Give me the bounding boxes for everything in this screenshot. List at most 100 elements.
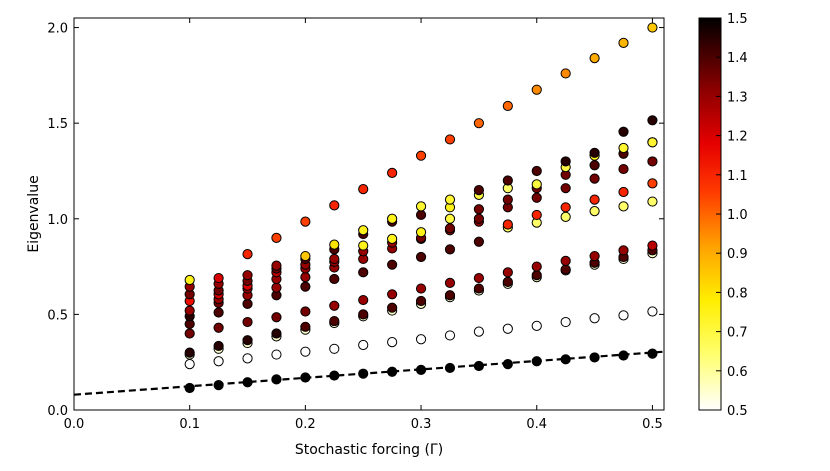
data-point [329,239,340,250]
data-point [387,366,398,377]
data-point [444,290,456,301]
data-point [589,53,600,64]
data-point [531,192,542,203]
colorbar-tick-label: 0.8 [727,286,748,301]
data-point [647,306,658,317]
data-point [358,294,369,306]
data-point [444,213,456,224]
x-axis-label: Stochastic forcing (Γ) [295,442,443,458]
data-point [618,37,629,48]
y-tick-label: 0.5 [47,308,68,323]
data-point [502,323,513,334]
data-point [415,150,427,161]
data-point [271,374,282,385]
colorbar-tick-label: 0.9 [727,247,748,262]
data-point [329,253,340,265]
data-point [300,281,311,292]
y-axis-label: Eigenvalue [26,175,42,252]
data-point [387,233,398,244]
data-point [444,277,456,288]
data-point [300,216,311,227]
data-point [271,328,282,339]
data-point [560,264,571,275]
data-point [358,267,369,278]
colorbar-tick-label: 0.5 [727,404,748,419]
data-point [387,213,398,224]
data-point [647,178,658,189]
data-point [387,337,398,348]
data-point [242,335,253,346]
data-point [502,175,513,186]
data-point [213,272,224,284]
x-tick-label: 0.4 [526,417,547,432]
data-point [618,142,629,154]
data-point [647,240,658,251]
data-point [444,330,456,341]
data-point [560,211,571,222]
data-point [300,346,311,357]
data-point [184,347,195,358]
data-point [329,343,340,354]
data-point [531,261,542,272]
y-tick-label: 0.0 [47,404,68,419]
data-point [589,160,600,171]
colorbar-tick-label: 1.5 [727,12,748,27]
data-point [415,334,427,345]
colorbar-tick-label: 0.7 [727,326,748,341]
data-point [415,364,427,375]
data-point [473,213,485,224]
y-tick-label: 1.5 [47,117,68,132]
data-point [647,22,658,33]
colorbar-tick-label: 1.2 [727,130,748,145]
data-point [618,310,629,321]
data-point [300,250,311,262]
colorbar-tick-label: 0.6 [727,365,748,380]
data-point [502,194,513,205]
data-point [415,283,427,294]
data-point [560,316,571,328]
data-point [300,306,311,317]
data-point [300,372,311,383]
data-point [329,273,340,285]
data-point [387,289,398,300]
data-point [415,201,427,212]
data-point [213,307,224,318]
data-point [589,194,600,205]
data-point [589,206,600,217]
x-tick-label: 0.5 [642,417,663,432]
data-point [502,276,513,287]
data-point [358,368,369,379]
data-point [213,356,224,367]
data-point [589,147,600,158]
data-point [618,201,629,212]
data-point [473,326,485,337]
data-point [184,382,195,394]
data-point [647,348,658,359]
data-point [329,370,340,381]
data-point [647,156,658,167]
data-point [415,227,427,238]
data-point [618,350,629,361]
y-tick-label: 2.0 [47,22,68,37]
data-point [329,200,340,211]
data-point [387,259,398,270]
data-point [473,360,485,372]
data-point [242,377,253,388]
data-point [502,100,513,112]
colorbar-tick-label: 1.0 [727,208,748,223]
data-point [473,283,485,294]
data-point [358,339,369,351]
data-point [358,225,369,236]
data-point [502,267,513,278]
data-point [589,173,600,184]
colorbar-tick-label: 1.3 [727,90,748,105]
data-point [300,321,311,332]
data-point [213,340,224,352]
data-point [184,359,195,370]
data-point [387,167,398,178]
data-point [502,219,513,230]
data-point [531,270,542,281]
data-point [358,309,369,320]
data-point [184,305,195,316]
data-point [358,240,369,251]
